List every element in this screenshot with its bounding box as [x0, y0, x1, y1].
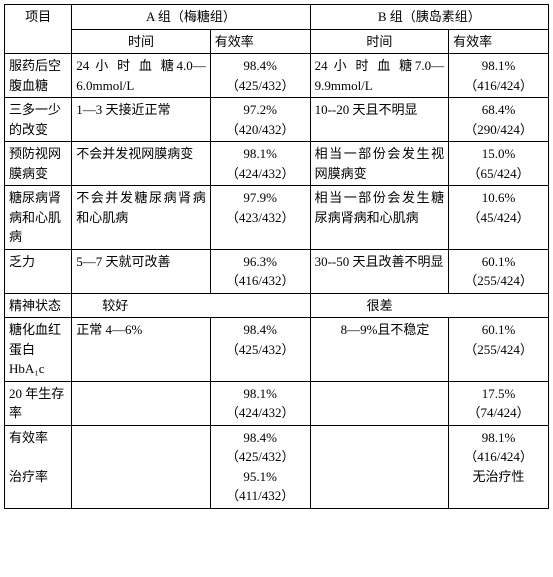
row-item: 乏力 [5, 249, 72, 293]
table-row: 精神状态 较好 很差 [5, 293, 549, 318]
table-row: 糖化血红蛋白HbA₁c正常 4—6%98.4% （425/432） 8—9%且不… [5, 318, 549, 382]
row-b-rate: 17.5% （74/424） [449, 381, 549, 425]
header-group-b: B 组（胰岛素组） [310, 5, 548, 30]
row-a-rate: 98.4% （425/432） [210, 318, 310, 382]
comparison-table: 项目 A 组（梅糖组） B 组（胰岛素组） 时间 有效率 时间 有效率 服药后空… [4, 4, 549, 509]
row-b-rate: 60.1% （255/424） [449, 249, 549, 293]
row-a-time [72, 381, 211, 425]
row-a-rate: 98.4% （425/432） [210, 54, 310, 98]
row-a-time: 24 小 时 血 糖4.0—6.0mmol/L [72, 54, 211, 98]
header-b-time: 时间 [310, 29, 449, 54]
row-b-merged: 很差 [310, 293, 548, 318]
row-b-time: 30--50 天且改善不明显 [310, 249, 449, 293]
row-b-rate: 10.6% （45/424） [449, 186, 549, 250]
row-a-merged: 较好 [72, 293, 310, 318]
row-a-rate: 96.3% （416/432） [210, 249, 310, 293]
row-a-rate: 98.1% （424/432） [210, 142, 310, 186]
row-item: 糖尿病肾病和心肌病 [5, 186, 72, 250]
header-item: 项目 [5, 5, 72, 54]
row-a-time: 正常 4—6% [72, 318, 211, 382]
header-a-rate: 有效率 [210, 29, 310, 54]
table-row: 服药后空腹血糖24 小 时 血 糖4.0—6.0mmol/L98.4% （425… [5, 54, 549, 98]
row-b-rate: 98.1% （416/424） 无治疗性 [449, 425, 549, 508]
row-a-time: 1—3 天接近正常 [72, 98, 211, 142]
row-item: 糖化血红蛋白HbA₁c [5, 318, 72, 382]
row-b-time: 8—9%且不稳定 [310, 318, 449, 382]
header-row-1: 项目 A 组（梅糖组） B 组（胰岛素组） [5, 5, 549, 30]
table-row: 有效率 治疗率 98.4% （425/432） 95.1% （411/432） 98… [5, 425, 549, 508]
row-item: 预防视网膜病变 [5, 142, 72, 186]
table-row: 预防视网膜病变不会并发视网膜病变98.1% （424/432）相当一部份会发生视… [5, 142, 549, 186]
row-b-rate: 60.1% （255/424） [449, 318, 549, 382]
row-item: 精神状态 [5, 293, 72, 318]
row-a-rate: 97.9% （423/432） [210, 186, 310, 250]
row-b-time: 10--20 天且不明显 [310, 98, 449, 142]
table-row: 糖尿病肾病和心肌病不会并发糖尿病肾病和心肌病97.9% （423/432）相当一… [5, 186, 549, 250]
row-a-time [72, 425, 211, 508]
row-b-time: 相当一部份会发生糖尿病肾病和心肌病 [310, 186, 449, 250]
header-b-rate: 有效率 [449, 29, 549, 54]
header-row-2: 时间 有效率 时间 有效率 [5, 29, 549, 54]
table-row: 20 年生存率 98.1% （424/432） 17.5% （74/424） [5, 381, 549, 425]
header-a-time: 时间 [72, 29, 211, 54]
row-a-time: 5—7 天就可改善 [72, 249, 211, 293]
row-b-rate: 68.4% （290/424） [449, 98, 549, 142]
row-b-rate: 15.0% （65/424） [449, 142, 549, 186]
table-row: 乏力5—7 天就可改善96.3% （416/432）30--50 天且改善不明显… [5, 249, 549, 293]
row-a-rate: 97.2% （420/432） [210, 98, 310, 142]
row-item: 20 年生存率 [5, 381, 72, 425]
header-group-a: A 组（梅糖组） [72, 5, 310, 30]
row-item: 有效率 治疗率 [5, 425, 72, 508]
row-a-time: 不会并发糖尿病肾病和心肌病 [72, 186, 211, 250]
row-b-rate: 98.1% （416/424） [449, 54, 549, 98]
row-b-time: 24 小 时 血 糖7.0—9.9mmol/L [310, 54, 449, 98]
row-b-time [310, 381, 449, 425]
row-a-rate: 98.1% （424/432） [210, 381, 310, 425]
row-b-time [310, 425, 449, 508]
row-a-rate: 98.4% （425/432） 95.1% （411/432） [210, 425, 310, 508]
row-a-time: 不会并发视网膜病变 [72, 142, 211, 186]
row-item: 三多一少的改变 [5, 98, 72, 142]
table-row: 三多一少的改变1—3 天接近正常97.2% （420/432）10--20 天且… [5, 98, 549, 142]
row-item: 服药后空腹血糖 [5, 54, 72, 98]
row-b-time: 相当一部份会发生视网膜病变 [310, 142, 449, 186]
